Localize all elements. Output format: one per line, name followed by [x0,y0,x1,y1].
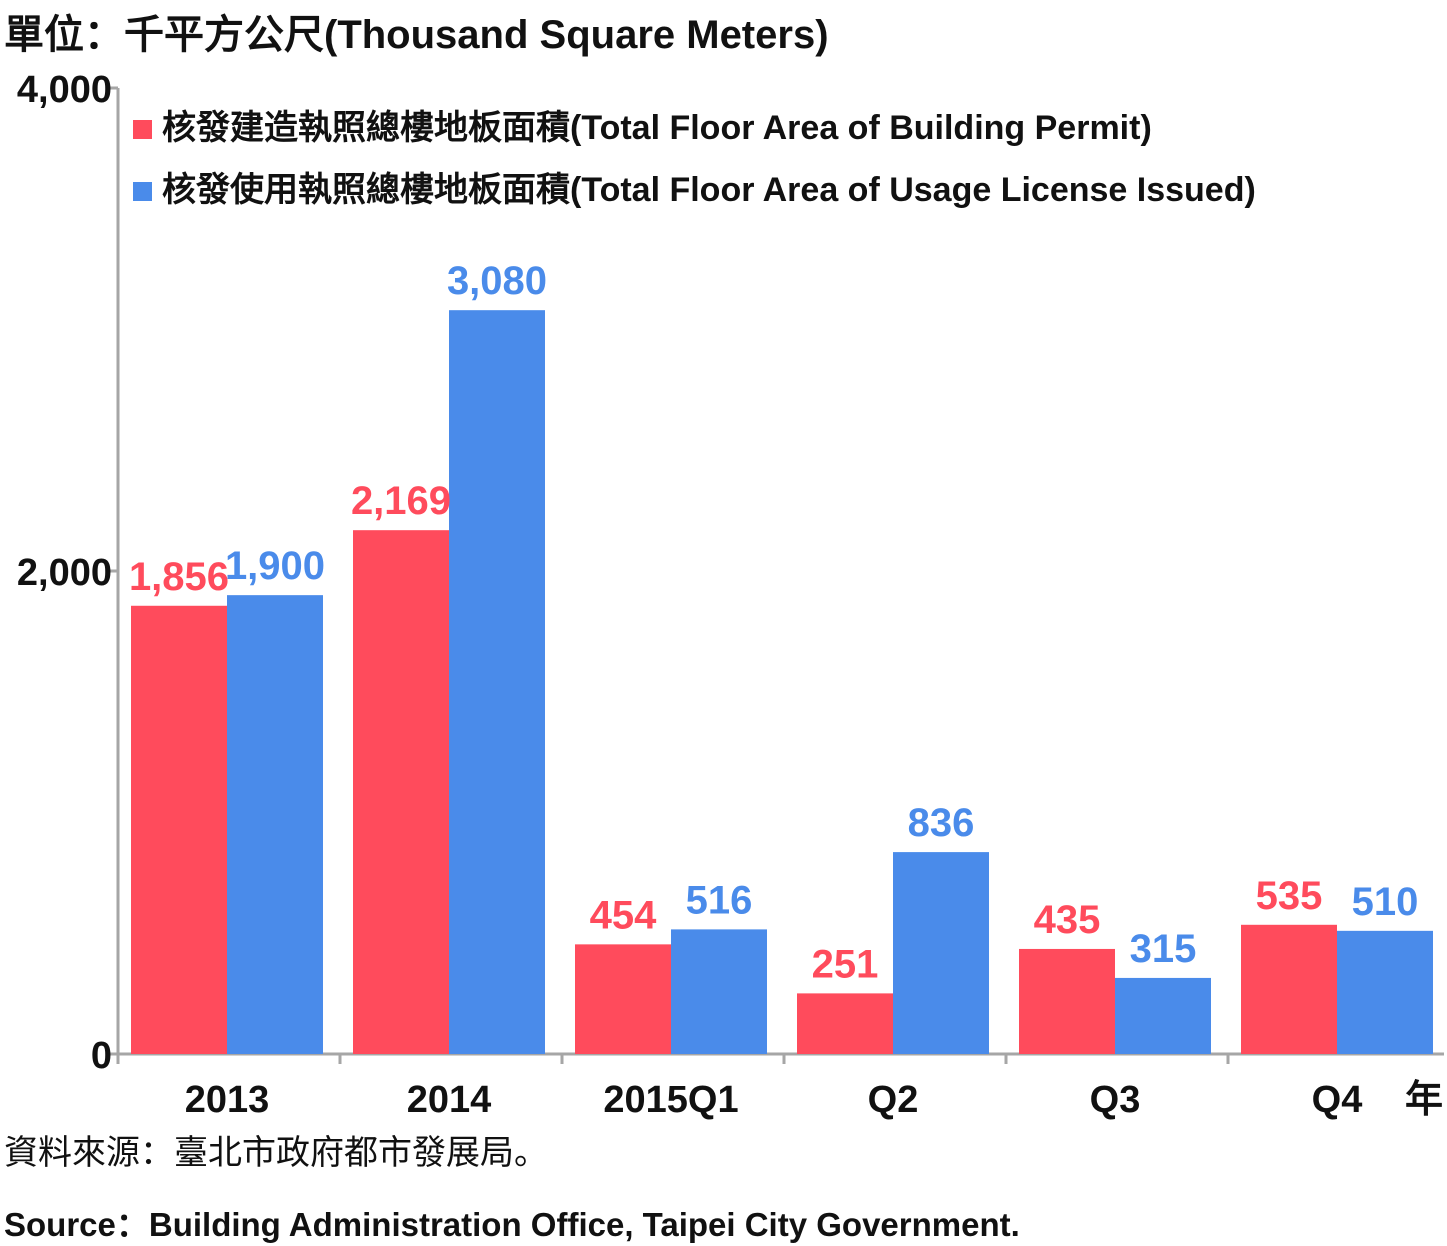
x-tick-label: Q2 [868,1079,919,1121]
x-unit-label: 年 [1405,1079,1443,1121]
data-label: 454 [590,893,657,937]
y-tick-label: 4,000 [17,69,112,111]
x-tick-label: 2015Q1 [603,1079,738,1121]
bar [131,605,227,1054]
legend-swatch [133,182,152,201]
legend-label: 核發建造執照總樓地板面積(Total Floor Area of Buildin… [162,109,1152,147]
y-tick-label: 0 [91,1035,112,1077]
bar [449,310,545,1054]
source-en: Source：Building Administration Office, T… [4,1206,1020,1243]
data-label: 510 [1352,880,1419,924]
legend-swatch [133,120,152,139]
data-label: 516 [686,878,753,922]
data-label: 535 [1256,874,1323,918]
bars [131,310,1433,1054]
y-tick-label: 2,000 [17,552,112,594]
data-label: 1,856 [129,555,229,599]
bar [671,929,767,1054]
bar [1337,930,1433,1054]
bar [353,530,449,1054]
axes: 0 2,000 4,000 2013 2014 2015Q1 Q2 Q3 Q4 年 [17,69,1444,1121]
x-tick-label: 2013 [185,1079,270,1121]
data-label: 3,080 [447,259,547,303]
data-label: 315 [1130,927,1197,971]
legend: 核發建造執照總樓地板面積(Total Floor Area of Buildin… [133,109,1256,209]
bar [1019,948,1115,1054]
x-tick-label: Q4 [1312,1079,1363,1121]
bar [797,993,893,1054]
unit-label: 單位：千平方公尺(Thousand Square Meters) [4,13,829,57]
data-label: 251 [812,942,879,986]
legend-label: 核發使用執照總樓地板面積(Total Floor Area of Usage L… [162,171,1256,209]
x-tick-label: Q3 [1090,1079,1141,1121]
source-zh: 資料來源：臺北市政府都市發展局。 [4,1134,548,1172]
x-tick-label: 2014 [407,1079,492,1121]
data-label: 2,169 [351,479,451,523]
bar [893,852,989,1054]
bar [575,944,671,1054]
data-labels: 1,856 2,169 454 251 435 535 1,900 3,080 516 836 31… [129,259,1418,986]
data-label: 1,900 [225,544,325,588]
bar [1115,977,1211,1054]
bar [1241,924,1337,1054]
data-label: 435 [1034,898,1101,942]
data-label: 836 [908,801,975,845]
bar [227,595,323,1054]
